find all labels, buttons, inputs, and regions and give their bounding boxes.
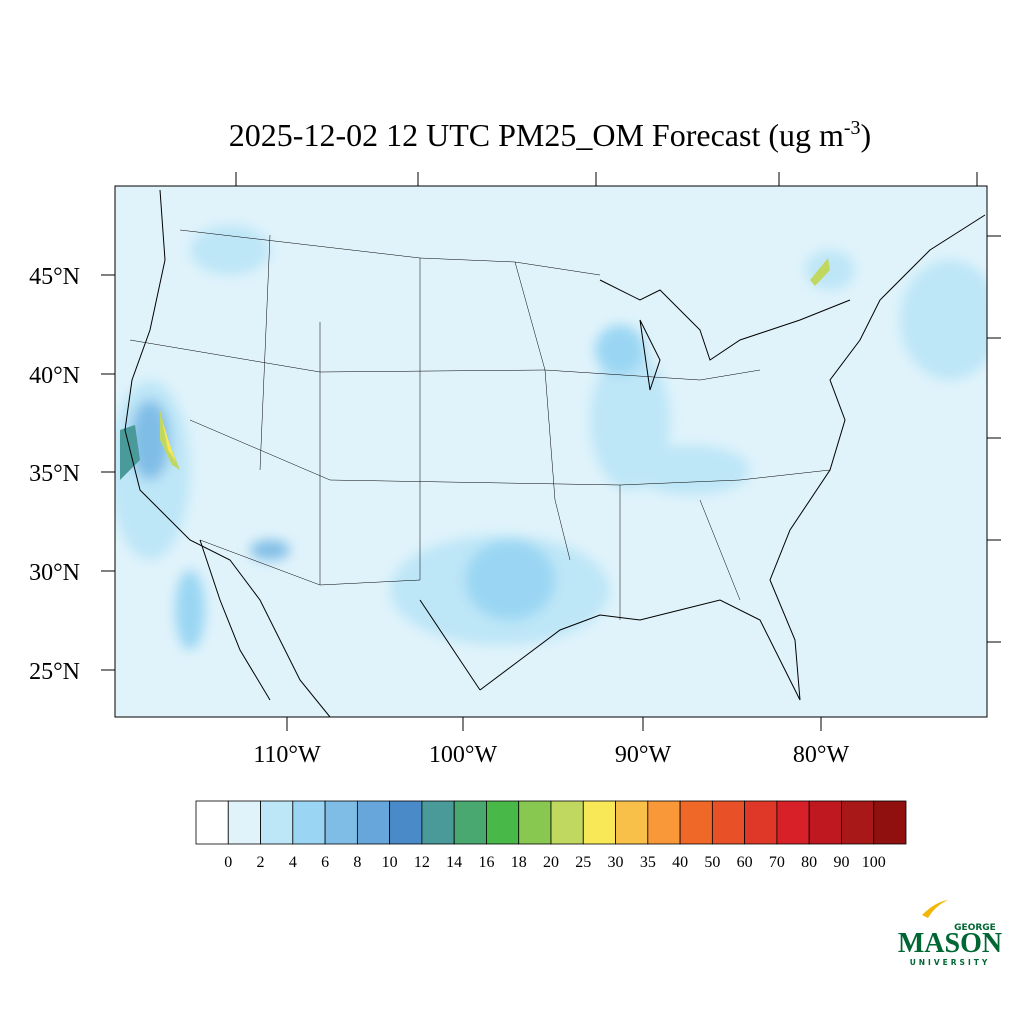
- colorbar-box: [841, 800, 875, 845]
- colorbar-box: [389, 800, 423, 845]
- colorbar-label: 50: [704, 854, 720, 871]
- logo-top: GEORGE: [954, 923, 996, 933]
- colorbar-box: [711, 800, 746, 845]
- coastlines: [124, 189, 986, 717]
- logo-bottom: UNIVERSITY: [910, 958, 991, 967]
- map-frame: [114, 185, 988, 718]
- colorbar-label: 100: [862, 854, 886, 871]
- colorbar-label: 20: [543, 854, 559, 871]
- title-superscript: -3: [844, 117, 861, 139]
- colorbar: 0 2 4 6 8 10 12 14 16 18 20 25 30 35 40 50 60 70 80 90 100: [195, 800, 907, 871]
- colorbar-box: [615, 800, 649, 845]
- state-borders: [129, 229, 831, 620]
- colorbar-label: 12: [414, 854, 430, 871]
- lat-label: 30°N: [29, 560, 80, 586]
- colorbar-label: 35: [640, 854, 656, 871]
- colorbar-box: [453, 800, 487, 845]
- colorbar-label: 30: [608, 854, 624, 871]
- lat-label: 25°N: [29, 659, 80, 685]
- colorbar-label: 6: [321, 854, 329, 871]
- title: 2025-12-02 12 UTC PM25_OM Forecast (ug m…: [229, 117, 871, 153]
- logo-swoosh: [922, 900, 948, 918]
- colorbar-box: [744, 800, 778, 845]
- lon-label: 100°W: [429, 742, 498, 768]
- colorbar-label: 60: [737, 854, 753, 871]
- lat-label: 45°N: [29, 264, 80, 290]
- colorbar-label: 8: [353, 854, 361, 871]
- map-field: [115, 186, 987, 717]
- colorbar-label: 70: [769, 854, 785, 871]
- colorbar-label: 0: [224, 854, 232, 871]
- colorbar-box: [227, 800, 261, 845]
- colorbar-box: [550, 800, 584, 845]
- colorbar-box: [647, 800, 681, 845]
- colorbar-box: [808, 800, 842, 845]
- colorbar-box: [486, 800, 520, 845]
- colorbar-box: [873, 800, 907, 845]
- hotspot-california: [160, 410, 180, 470]
- colorbar-label: 25: [575, 854, 591, 871]
- logo-main: MASON: [898, 928, 1002, 959]
- lat-label: 40°N: [29, 363, 80, 389]
- colorbar-label: 40: [672, 854, 688, 871]
- lat-label: 35°N: [29, 461, 80, 487]
- colorbar-box: [356, 800, 391, 845]
- colorbar-box: [324, 800, 358, 845]
- colorbar-label: 2: [257, 854, 265, 871]
- lon-label: 80°W: [793, 742, 850, 768]
- colorbar-label: 90: [833, 854, 849, 871]
- hotspot-coast: [120, 425, 140, 480]
- hotspot-quebec: [810, 258, 830, 286]
- lon-label: 90°W: [615, 742, 672, 768]
- title-text: 2025-12-02 12 UTC PM25_OM Forecast (ug m: [229, 117, 844, 153]
- logo: GEORGE MASON UNIVERSITY: [898, 900, 1002, 967]
- colorbar-label: 80: [801, 854, 817, 871]
- frame-ticks: [235, 172, 1001, 643]
- axis-labels: 45°N 40°N 35°N 30°N 25°N 110°W 100°W 90°W 80°W: [29, 264, 849, 768]
- colorbar-box: [518, 800, 552, 845]
- colorbar-label: 16: [478, 854, 494, 871]
- lon-label: 110°W: [253, 742, 321, 768]
- colorbar-label: 4: [289, 854, 297, 871]
- colorbar-box: [776, 800, 810, 845]
- title-closing: ): [861, 117, 872, 153]
- colorbar-box: [195, 800, 229, 845]
- colorbar-box: [582, 800, 616, 845]
- colorbar-box: [292, 800, 326, 845]
- colorbar-box: [260, 800, 294, 845]
- colorbar-label: 18: [511, 854, 527, 871]
- colorbar-label: 14: [446, 854, 462, 871]
- colorbar-box: [421, 800, 455, 845]
- colorbar-label: 10: [382, 854, 398, 871]
- colorbar-box: [679, 800, 713, 845]
